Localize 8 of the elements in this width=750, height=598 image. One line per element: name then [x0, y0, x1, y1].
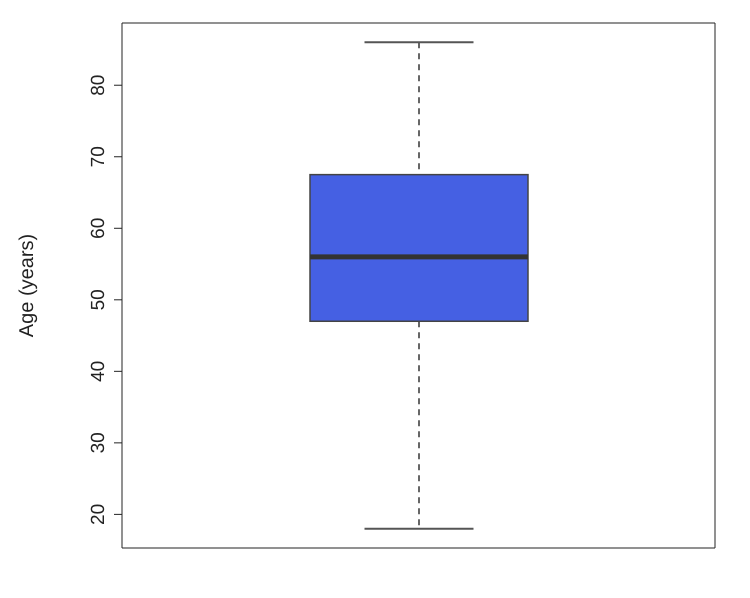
y-tick-label: 60 — [88, 218, 109, 239]
y-tick-label: 30 — [88, 432, 109, 454]
y-tick-label: 70 — [88, 146, 109, 168]
y-tick-label: 80 — [88, 74, 109, 96]
y-axis-title: Age (years) — [16, 234, 38, 338]
y-tick-label: 20 — [88, 504, 109, 525]
y-tick-label: 50 — [88, 289, 109, 310]
y-tick-label: 40 — [88, 360, 109, 382]
